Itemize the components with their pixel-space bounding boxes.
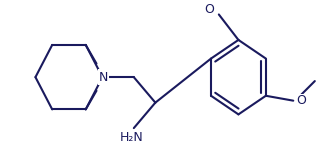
Text: N: N bbox=[99, 71, 108, 84]
Text: O: O bbox=[296, 94, 306, 107]
Text: H₂N: H₂N bbox=[120, 131, 144, 144]
Text: O: O bbox=[204, 3, 214, 16]
